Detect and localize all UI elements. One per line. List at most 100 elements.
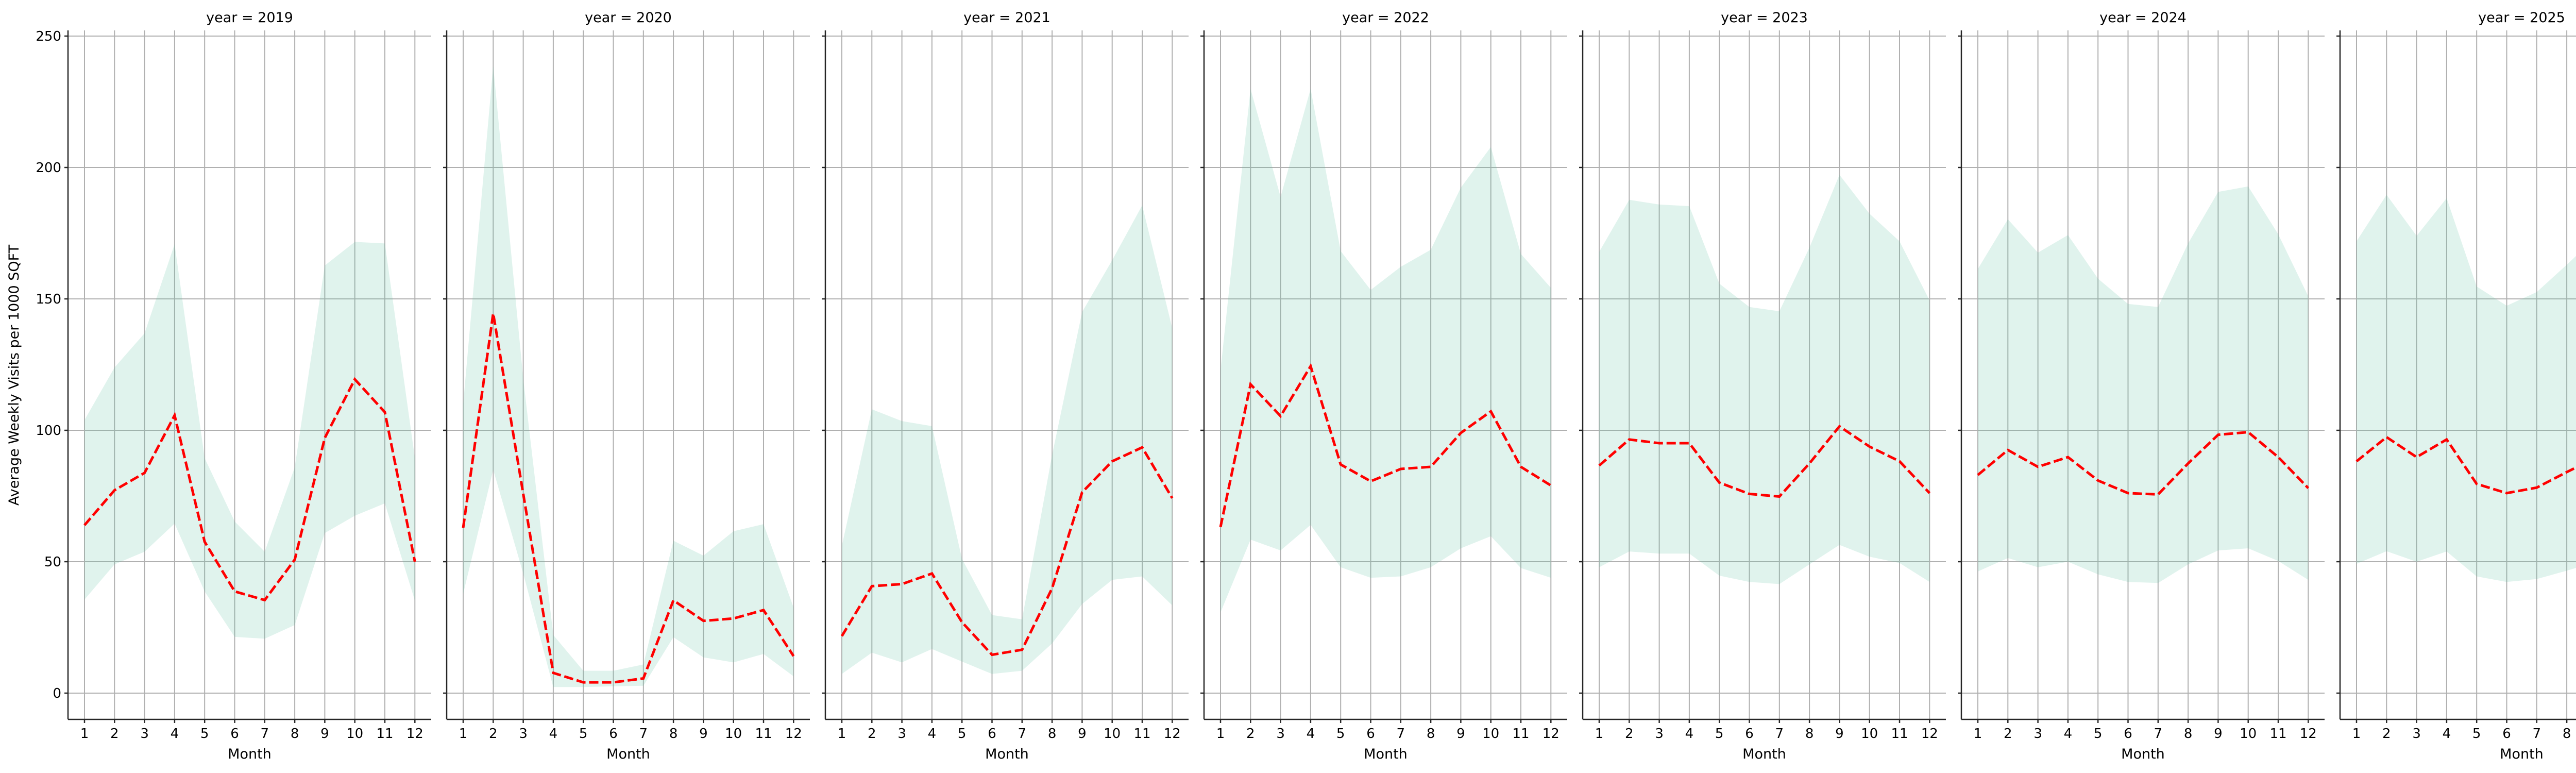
x-tick-label: 4 [549,726,558,742]
x-tick-label: 10 [1861,726,1878,742]
x-tick-label: 12 [2300,726,2317,742]
x-tick-label: 1 [1216,726,1225,742]
x-tick-label: 3 [1276,726,1285,742]
y-tick-label: 250 [36,29,61,44]
median-line [1598,424,1931,498]
x-tick-label: 1 [459,726,468,742]
x-tick-label: 6 [230,726,239,742]
x-tick-label: 2 [110,726,119,742]
x-tick-label: 10 [725,726,742,742]
percentile-band [842,205,1173,674]
x-tick-label: 11 [2269,726,2286,742]
percentile-band [463,65,794,687]
x-axis-label: Month [606,746,650,762]
x-tick-label: 7 [2533,726,2541,742]
x-tick-label: 2 [489,726,498,742]
x-tick-label: 8 [669,726,678,742]
x-axis-label: Month [1364,746,1408,762]
median-line [2355,435,2576,495]
x-tick-label: 11 [1133,726,1150,742]
x-tick-label: 12 [1543,726,1560,742]
panel-title: year = 2023 [1721,10,1808,26]
panel-title: year = 2022 [1342,10,1429,26]
y-tick-label: 200 [36,160,61,176]
x-tick-label: 6 [2124,726,2132,742]
x-tick-label: 6 [988,726,996,742]
percentile-band [84,242,415,639]
x-tick-label: 2 [2382,726,2391,742]
x-tick-label: 3 [519,726,528,742]
x-tick-label: 4 [2064,726,2073,742]
x-tick-label: 7 [2154,726,2163,742]
x-tick-label: 6 [1366,726,1375,742]
x-tick-label: 2 [1246,726,1255,742]
y-tick-label: 50 [44,554,61,570]
panel-title: year = 2025 [2478,10,2565,26]
x-tick-label: 6 [2502,726,2511,742]
x-tick-label: 8 [2563,726,2571,742]
x-tick-label: 8 [291,726,299,742]
x-tick-label: 5 [1715,726,1724,742]
x-tick-label: 7 [1018,726,1027,742]
x-tick-label: 9 [320,726,329,742]
x-tick-label: 1 [80,726,89,742]
x-axis-label: Month [1742,746,1786,762]
x-axis-label: Month [2500,746,2544,762]
x-tick-label: 4 [1685,726,1694,742]
percentile-band [1599,175,1930,584]
x-tick-label: 12 [785,726,802,742]
x-tick-label: 5 [1336,726,1345,742]
x-tick-label: 3 [2412,726,2421,742]
x-tick-label: 2 [1625,726,1634,742]
x-tick-label: 5 [2472,726,2481,742]
x-tick-label: 12 [1164,726,1181,742]
panel-title: year = 2024 [2099,10,2187,26]
x-tick-label: 5 [579,726,588,742]
percentile-band [1978,186,2309,583]
x-tick-label: 10 [346,726,363,742]
x-tick-label: 4 [2443,726,2451,742]
median-line [1219,363,1552,528]
x-tick-label: 2 [868,726,876,742]
x-tick-label: 4 [171,726,179,742]
percentile-band [1221,89,1551,613]
median-line [462,313,795,684]
x-tick-label: 9 [1835,726,1844,742]
x-tick-label: 1 [1974,726,1982,742]
x-tick-label: 5 [958,726,967,742]
x-tick-label: 7 [639,726,648,742]
x-tick-label: 8 [1805,726,1814,742]
median-line [1977,430,2310,496]
x-tick-label: 1 [1595,726,1604,742]
x-tick-label: 10 [2240,726,2257,742]
y-axis-label: Average Weekly Visits per 1000 SQFT [6,244,22,506]
x-tick-label: 11 [376,726,393,742]
x-tick-label: 3 [897,726,906,742]
x-tick-label: 4 [1307,726,1315,742]
panel-title: year = 2020 [585,10,672,26]
median-line [83,377,416,602]
x-tick-label: 2 [2004,726,2012,742]
x-tick-label: 3 [2033,726,2042,742]
x-tick-label: 7 [1397,726,1405,742]
x-tick-label: 9 [1456,726,1465,742]
x-tick-label: 11 [1512,726,1529,742]
x-tick-label: 8 [1427,726,1435,742]
x-tick-label: 8 [1048,726,1057,742]
x-tick-label: 7 [1775,726,1784,742]
x-tick-label: 12 [406,726,423,742]
x-tick-label: 9 [1078,726,1087,742]
x-tick-label: 9 [699,726,708,742]
x-tick-label: 1 [838,726,846,742]
x-tick-label: 5 [200,726,209,742]
x-tick-label: 5 [2094,726,2103,742]
x-axis-label: Month [985,746,1029,762]
